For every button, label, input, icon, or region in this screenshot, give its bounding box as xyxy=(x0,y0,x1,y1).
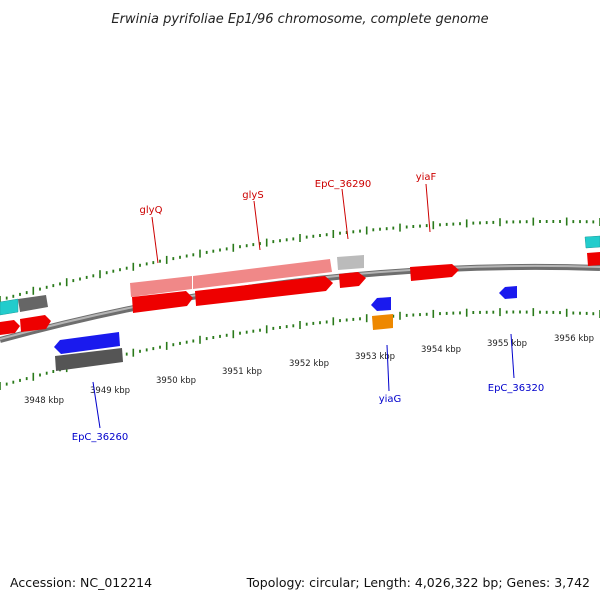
gene-yiaF xyxy=(410,264,459,281)
gene-labels: glyQ glyS EpC_36290 yiaF EpC_36260 yiaG … xyxy=(72,172,544,443)
gene-orange-minus xyxy=(372,314,393,330)
scale-label-3951: 3951 kbp xyxy=(222,367,262,377)
label-EpC_36260: EpC_36260 xyxy=(72,432,128,443)
gene-yiaG xyxy=(371,297,391,311)
scale-label-3956: 3956 kbp xyxy=(554,334,594,344)
label-glyQ: glyQ xyxy=(140,205,163,216)
gene-cyan-right-outer xyxy=(584,235,600,249)
label-yiaG: yiaG xyxy=(379,394,402,405)
label-glyS: glyS xyxy=(242,190,263,201)
gene-EpC_36320 xyxy=(499,286,517,299)
gene-gray-left-outer xyxy=(18,295,48,312)
scale-labels: 3948 kbp 3949 kbp 3950 kbp 3951 kbp 3952… xyxy=(24,334,594,406)
label-EpC_36320: EpC_36320 xyxy=(488,383,544,394)
gene-gray-minus xyxy=(55,348,123,371)
gene-red-left-2 xyxy=(20,315,51,332)
gene-glyQ xyxy=(132,291,193,313)
gene-glyS xyxy=(195,276,333,306)
gene-EpC_36290 xyxy=(339,272,366,288)
scale-label-3955: 3955 kbp xyxy=(487,339,527,349)
gene-EpC_36260 xyxy=(54,332,120,354)
scale-label-3949: 3949 kbp xyxy=(90,386,130,396)
genome-backbone xyxy=(0,263,600,343)
topology-text: Topology: circular; Length: 4,026,322 bp… xyxy=(246,575,590,590)
scale-label-3953: 3953 kbp xyxy=(355,352,395,362)
label-EpC_36290: EpC_36290 xyxy=(315,179,371,190)
scale-label-3950: 3950 kbp xyxy=(156,376,196,386)
gene-red-right xyxy=(587,252,600,266)
scale-label-3952: 3952 kbp xyxy=(289,359,329,369)
gene-glyS-outer xyxy=(193,259,332,289)
plus-strand-outer-row xyxy=(0,235,600,316)
gene-EpC_36290-outer xyxy=(337,255,364,270)
scale-label-3948: 3948 kbp xyxy=(24,396,64,406)
scale-label-3954: 3954 kbp xyxy=(421,345,461,355)
gene-glyQ-outer xyxy=(130,276,192,297)
plus-strand-inner-row xyxy=(0,252,600,335)
accession-text: Accession: NC_012214 xyxy=(10,575,153,590)
gene-cyan-left-outer xyxy=(0,298,19,316)
label-yiaF: yiaF xyxy=(416,172,437,183)
map-title: Erwinia pyrifoliae Ep1/96 chromosome, co… xyxy=(111,12,488,27)
gene-red-left-1 xyxy=(0,320,20,335)
outer-tick-ring xyxy=(0,217,600,304)
minus-strand-row xyxy=(54,286,517,371)
